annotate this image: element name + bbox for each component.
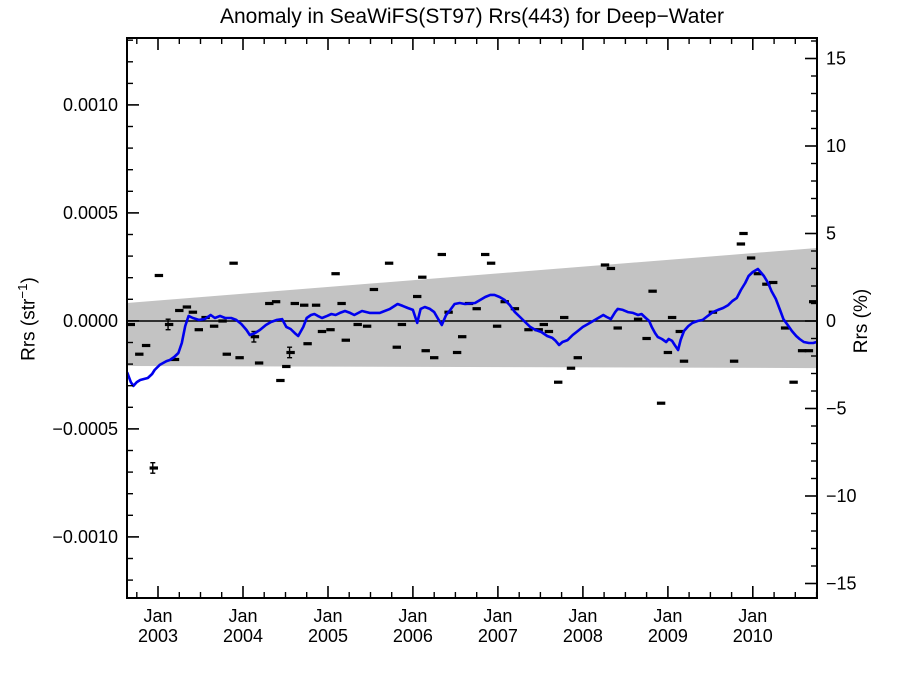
x-tick-label-year: 2003 bbox=[138, 626, 178, 646]
x-tick-label-year: 2004 bbox=[223, 626, 263, 646]
x-tick-label-year: 2009 bbox=[648, 626, 688, 646]
y-right-tick-label: 5 bbox=[826, 224, 836, 244]
x-tick-label-month: Jan bbox=[738, 606, 767, 626]
x-tick-label-year: 2006 bbox=[393, 626, 433, 646]
x-tick-label-month: Jan bbox=[483, 606, 512, 626]
x-tick-label-month: Jan bbox=[313, 606, 342, 626]
y-right-tick-label: −5 bbox=[826, 399, 847, 419]
y-right-tick-label: 10 bbox=[826, 136, 846, 156]
anomaly-point-with-error-bar bbox=[286, 346, 295, 359]
trend-band bbox=[127, 248, 817, 369]
y-right-tick-label: 15 bbox=[826, 49, 846, 69]
x-tick-label-year: 2008 bbox=[563, 626, 603, 646]
x-tick-label-year: 2010 bbox=[733, 626, 773, 646]
y-left-tick-label: −0.0005 bbox=[52, 419, 118, 439]
x-tick-label-year: 2005 bbox=[308, 626, 348, 646]
chart-title: Anomaly in SeaWiFS(ST97) Rrs(443) for De… bbox=[220, 5, 724, 28]
trend-band-polygon bbox=[127, 248, 817, 369]
smoothed-line-group bbox=[126, 267, 818, 388]
anomaly-point-with-error-bar bbox=[164, 318, 174, 331]
anomaly-point-with-error-bar bbox=[149, 462, 158, 474]
y-right-tick-label: 0 bbox=[826, 311, 836, 331]
y-left-tick-label: 0.0000 bbox=[63, 311, 118, 331]
y-left-tick-label: 0.0010 bbox=[63, 95, 118, 115]
y-right-tick-label: −10 bbox=[826, 486, 857, 506]
axes: Jan2003Jan2004Jan2005Jan2006Jan2007Jan20… bbox=[52, 37, 857, 646]
plot-box bbox=[126, 37, 818, 599]
x-tick-label-month: Jan bbox=[143, 606, 172, 626]
x-tick-label-year: 2007 bbox=[478, 626, 518, 646]
x-tick-label-month: Jan bbox=[398, 606, 427, 626]
y-left-tick-label: 0.0005 bbox=[63, 203, 118, 223]
x-tick-label-month: Jan bbox=[568, 606, 597, 626]
y-right-tick-label: −15 bbox=[826, 574, 857, 594]
smoothed-line bbox=[126, 267, 818, 388]
x-tick-label-month: Jan bbox=[653, 606, 682, 626]
y-left-tick-label: −0.0010 bbox=[52, 527, 118, 547]
x-tick-label-month: Jan bbox=[228, 606, 257, 626]
